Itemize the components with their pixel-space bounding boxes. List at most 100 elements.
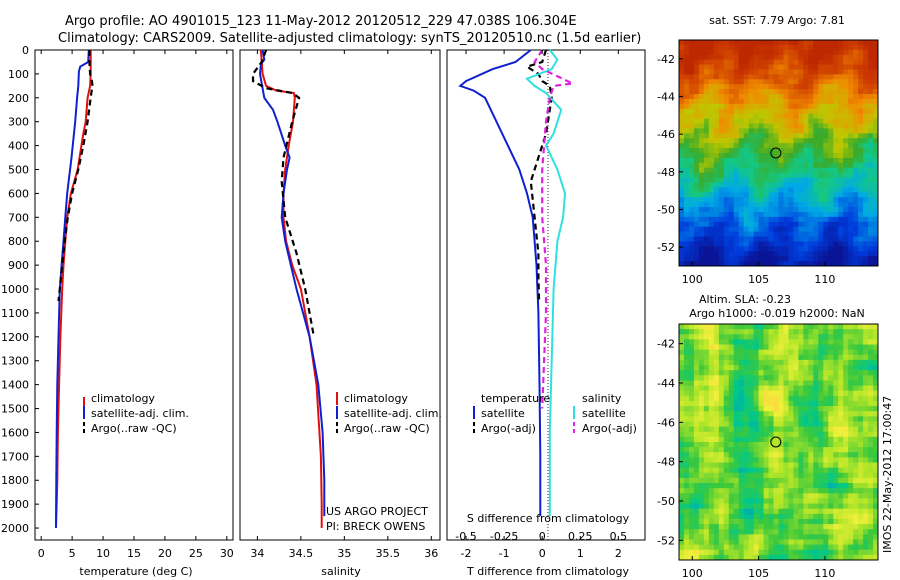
legend-label-sal-argo: Argo(-adj) xyxy=(582,422,637,435)
satellite-adj-clim-line xyxy=(258,49,326,517)
map-cell xyxy=(728,554,735,560)
map-cell xyxy=(733,241,740,247)
map-cell xyxy=(853,216,859,223)
x-tick-label: 35 xyxy=(337,547,351,560)
climatology-line xyxy=(259,49,323,528)
map-cell xyxy=(873,172,878,179)
map-cell xyxy=(723,187,730,193)
map-cell xyxy=(718,442,725,448)
map-cell xyxy=(853,98,859,105)
map-cell xyxy=(823,349,829,356)
map-cell xyxy=(848,207,854,213)
map-cell xyxy=(863,380,869,387)
map-cell xyxy=(679,483,685,489)
map-cell xyxy=(703,406,710,412)
map-cell xyxy=(818,344,824,351)
map-cell xyxy=(763,138,770,144)
map-cell xyxy=(748,447,755,453)
map-cell xyxy=(743,89,750,95)
map-cell xyxy=(778,49,785,56)
map-cell xyxy=(873,518,878,525)
map-cell xyxy=(723,113,730,120)
map-cell xyxy=(813,241,819,247)
map-cell xyxy=(838,202,844,208)
map-cell xyxy=(788,113,795,120)
map-cell xyxy=(793,261,799,266)
map-cell xyxy=(753,236,760,243)
map-cell xyxy=(788,40,795,46)
map-cell xyxy=(783,44,790,51)
map-cell xyxy=(738,118,745,125)
map-cell xyxy=(853,503,859,510)
map-cell xyxy=(858,529,864,535)
map-cell xyxy=(758,421,765,428)
map-cell xyxy=(723,128,730,134)
map-cell xyxy=(723,452,730,458)
map-cell xyxy=(763,79,770,85)
map-cell xyxy=(823,64,829,71)
map-cell xyxy=(803,416,809,423)
map-cell xyxy=(753,421,760,428)
map-cell xyxy=(868,508,874,515)
map-cell xyxy=(688,324,695,330)
map-cell xyxy=(693,477,700,484)
map-cell xyxy=(763,54,770,61)
map-cell xyxy=(748,148,755,154)
map-cell xyxy=(748,431,755,438)
map-cell xyxy=(708,395,715,402)
map-cell xyxy=(793,157,799,164)
map-cell xyxy=(758,143,765,149)
map-cell xyxy=(743,365,750,371)
map-cell xyxy=(728,488,735,494)
map-cell xyxy=(758,498,765,505)
map-cell xyxy=(843,329,849,335)
map-cell xyxy=(688,261,695,266)
map-cell xyxy=(713,108,720,115)
map-cell xyxy=(873,44,878,51)
map-cell xyxy=(813,108,819,115)
map-cell xyxy=(688,226,695,233)
map-cell xyxy=(868,426,874,433)
map-cell xyxy=(728,447,735,453)
map-cell xyxy=(713,334,720,340)
map-cell xyxy=(748,421,755,428)
map-cell xyxy=(743,329,750,335)
map-cell xyxy=(743,406,750,412)
map-cell xyxy=(738,187,745,193)
map-cell xyxy=(873,192,878,198)
map-cell xyxy=(788,64,795,71)
map-cell xyxy=(813,162,819,169)
map-cell xyxy=(693,59,700,66)
map-cell xyxy=(848,544,854,551)
map-cell xyxy=(773,118,780,125)
map-cell xyxy=(758,69,765,75)
map-cell xyxy=(679,370,685,376)
map-cell xyxy=(728,148,735,154)
map-cell xyxy=(763,431,770,438)
map-cell xyxy=(798,442,804,448)
map-cell xyxy=(738,390,745,397)
map-cell xyxy=(793,172,799,179)
map-cell xyxy=(713,113,720,120)
map-cell xyxy=(818,436,824,443)
map-cell xyxy=(688,370,695,376)
map-cell xyxy=(828,98,834,105)
map-cell xyxy=(758,472,765,479)
map-cell xyxy=(698,94,705,100)
map-cell xyxy=(718,162,725,169)
map-cell xyxy=(823,216,829,223)
map-cell xyxy=(783,518,790,525)
map-cell xyxy=(748,488,755,494)
legend-label-satellite: satellite-adj. clim. xyxy=(344,407,442,420)
map-cell xyxy=(768,94,775,100)
map-cell xyxy=(693,488,700,494)
map-cell xyxy=(848,64,854,71)
legend-label-sal-satellite: satellite xyxy=(582,407,626,420)
map-cell xyxy=(818,329,824,335)
map-cell xyxy=(848,390,854,397)
map-cell xyxy=(718,426,725,433)
map-cell xyxy=(703,143,710,149)
map-cell xyxy=(788,513,795,520)
map-cell xyxy=(703,334,710,340)
map-cell xyxy=(798,246,804,252)
